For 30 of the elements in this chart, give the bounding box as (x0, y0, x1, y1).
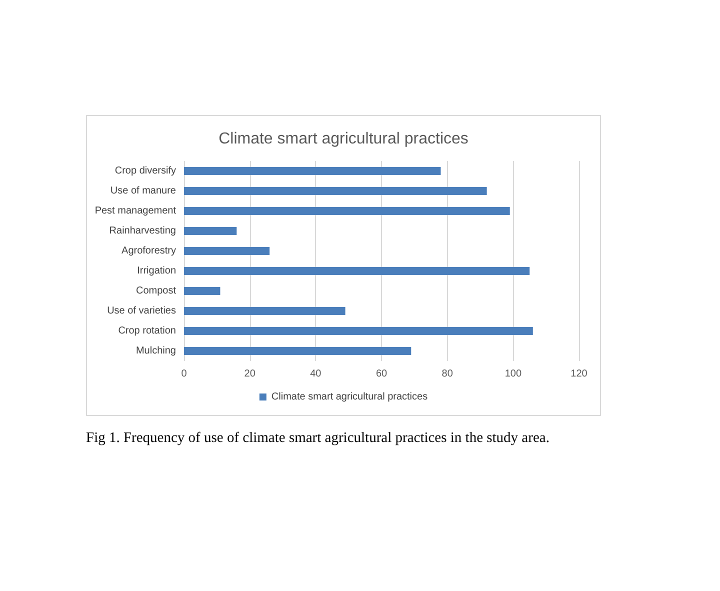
bar (184, 167, 441, 175)
caption: Fig 1. Frequency of use of climate smart agricultural practices in the study area. (86, 430, 550, 447)
y-tick-label: Crop diversify (114, 166, 176, 176)
y-tick-label: Irrigation (137, 266, 176, 276)
bar (184, 247, 270, 255)
chart-title: Climate smart agricultural practices (218, 130, 468, 148)
legend-label: Climate smart agricultural practices (271, 392, 428, 402)
x-tick-label: 100 (504, 368, 522, 380)
x-tick-label: 0 (181, 368, 188, 380)
bar (184, 267, 530, 275)
bar (184, 227, 237, 235)
bar (184, 327, 533, 335)
bar (184, 207, 510, 215)
x-tick-label: 60 (376, 368, 388, 380)
bar (184, 307, 346, 315)
bar (184, 187, 487, 195)
y-tick-label: Use of manure (110, 186, 176, 196)
x-tick-label: 40 (310, 368, 322, 380)
y-tick-label: Agroforestry (122, 246, 176, 256)
x-tick-label: 80 (442, 368, 454, 380)
y-tick-label: Crop rotation (118, 326, 176, 336)
bar (184, 347, 412, 355)
y-tick-label: Compost (136, 286, 176, 296)
x-tick-label: 20 (244, 368, 256, 380)
y-tick-label: Rainharvesting (109, 226, 176, 236)
x-tick-label: 120 (570, 368, 588, 380)
bar (184, 287, 220, 295)
y-tick-label: Use of varieties (107, 306, 176, 316)
y-tick-label: Mulching (136, 346, 176, 356)
y-tick-label: Pest management (94, 206, 176, 216)
